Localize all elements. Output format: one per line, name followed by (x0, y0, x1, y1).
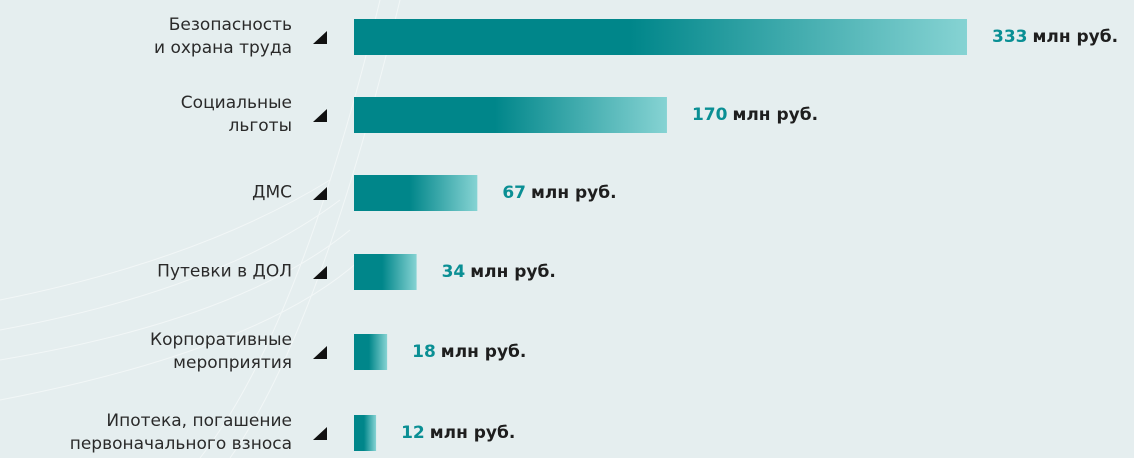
category-label: Корпоративные мероприятия (150, 330, 292, 373)
marker (313, 346, 327, 359)
marker (313, 427, 327, 440)
value-unit: млн руб. (440, 342, 527, 362)
bar (354, 175, 478, 211)
value-unit: млн руб. (429, 423, 516, 443)
category-label: Ипотека, погашение первоначального взнос… (69, 411, 292, 454)
value-label: 67 млн руб. (502, 183, 616, 203)
marker (313, 109, 327, 122)
value-unit: млн руб. (470, 262, 556, 282)
marker (313, 266, 327, 279)
value-label: 12 млн руб. (401, 423, 515, 443)
value-label: 18 млн руб. (412, 342, 526, 362)
bar (354, 254, 417, 290)
category-label: Социальные льготы (180, 93, 292, 136)
value-label: 170 млн руб. (692, 105, 818, 125)
value-number: 333 (992, 27, 1028, 47)
value-number: 170 (691, 105, 728, 125)
value-unit: млн руб. (732, 105, 819, 125)
background-lines (0, 0, 401, 458)
bar (354, 97, 667, 133)
category-label: Путевки в ДОЛ (157, 261, 292, 282)
value-unit: млн руб. (1032, 27, 1119, 47)
value-number: 18 (412, 342, 436, 362)
marker (313, 187, 327, 200)
value-unit: млн руб. (531, 183, 617, 203)
category-label: Безопасность и охрана труда (154, 15, 292, 58)
bar (354, 19, 967, 55)
bar (354, 334, 388, 370)
marker (313, 31, 327, 44)
value-label: 34 млн руб. (442, 262, 556, 282)
value-number: 67 (502, 183, 526, 203)
category-label: ДМС (252, 182, 292, 203)
bar (354, 415, 377, 451)
value-label: 333 млн руб. (992, 27, 1118, 47)
value-number: 12 (401, 423, 425, 443)
value-number: 34 (441, 262, 466, 282)
